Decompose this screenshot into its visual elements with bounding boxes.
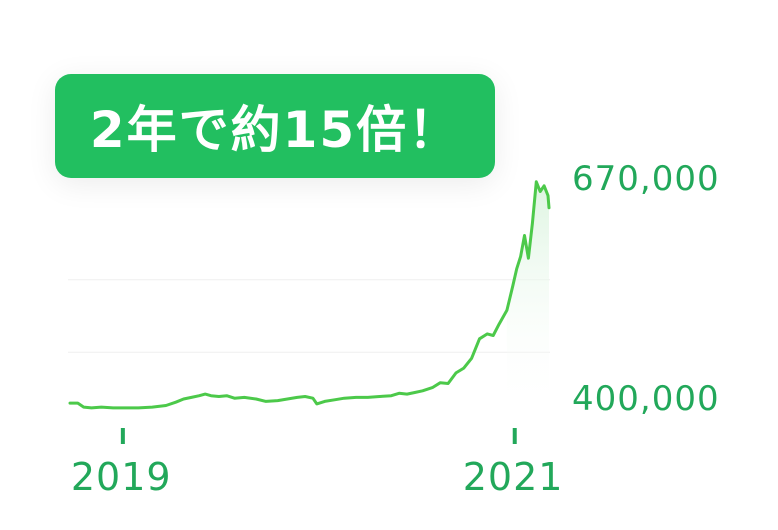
x-tick-marks [120,428,517,444]
x-tick-label-2021: 2021 [462,455,564,499]
line-area-fill [506,181,549,412]
x-tick-label-2019: 2019 [70,455,172,499]
growth-badge: 2年で約15倍！ [55,74,495,178]
growth-badge-text: 2年で約15倍！ [89,101,461,159]
y-tick-label-670000: 670,000 [572,158,720,199]
y-tick-label-400000: 400,000 [572,378,720,419]
price-line [68,180,551,410]
grid-lines [68,279,550,353]
